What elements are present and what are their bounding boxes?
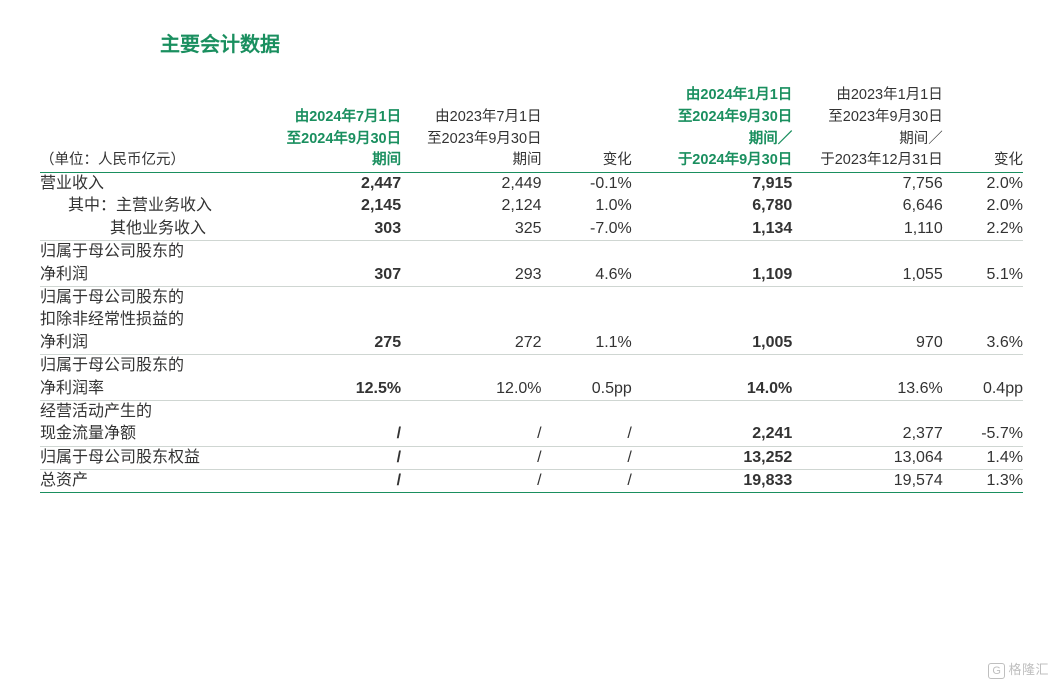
cell-q_cur: 12.5% <box>241 355 401 401</box>
cell-ytd_cur: 6,780 <box>632 195 792 217</box>
col-header-q-prev: 由2023年7月1日 至2023年9月30日 期间 <box>401 85 541 173</box>
cell-ytd_chg: 5.1% <box>943 241 1023 287</box>
row-label: 总资产 <box>40 470 241 493</box>
cell-q_chg: 4.6% <box>542 241 632 287</box>
cell-ytd_chg: 3.6% <box>943 286 1023 354</box>
cell-q_prev: 2,124 <box>401 195 541 217</box>
cell-q_prev: 325 <box>401 218 541 241</box>
cell-q_cur: 275 <box>241 286 401 354</box>
col-header-ytd-cur: 由2024年1月1日 至2024年9月30日 期间／ 于2024年9月30日 <box>632 85 792 173</box>
cell-ytd_prev: 13,064 <box>792 446 942 469</box>
cell-q_prev: 293 <box>401 241 541 287</box>
table-row: 总资产///19,83319,5741.3% <box>40 470 1023 493</box>
cell-ytd_chg: 1.3% <box>943 470 1023 493</box>
cell-ytd_cur: 7,915 <box>632 173 792 196</box>
row-label: 经营活动产生的现金流量净额 <box>40 400 241 446</box>
table-body: 营业收入2,4472,449-0.1%7,9157,7562.0%其中：主营业务… <box>40 173 1023 493</box>
cell-q_prev: 272 <box>401 286 541 354</box>
col-header-q-chg: 变化 <box>542 85 632 173</box>
cell-q_cur: 303 <box>241 218 401 241</box>
table-row: 经营活动产生的现金流量净额///2,2412,377-5.7% <box>40 400 1023 446</box>
cell-q_chg: 1.0% <box>542 195 632 217</box>
row-label: 归属于母公司股东的扣除非经常性损益的净利润 <box>40 286 241 354</box>
cell-q_prev: / <box>401 400 541 446</box>
cell-q_chg: / <box>542 470 632 493</box>
section-title: 主要会计数据 <box>160 28 1023 57</box>
cell-ytd_prev: 1,055 <box>792 241 942 287</box>
cell-q_cur: / <box>241 446 401 469</box>
cell-q_prev: 2,449 <box>401 173 541 196</box>
cell-ytd_chg: -5.7% <box>943 400 1023 446</box>
cell-q_chg: 0.5pp <box>542 355 632 401</box>
cell-q_cur: 307 <box>241 241 401 287</box>
table-row: 归属于母公司股东的扣除非经常性损益的净利润2752721.1%1,0059703… <box>40 286 1023 354</box>
cell-q_cur: 2,145 <box>241 195 401 217</box>
cell-ytd_chg: 2.0% <box>943 195 1023 217</box>
row-label: 归属于母公司股东权益 <box>40 446 241 469</box>
cell-ytd_prev: 970 <box>792 286 942 354</box>
cell-ytd_prev: 19,574 <box>792 470 942 493</box>
row-label: 营业收入 <box>40 173 241 196</box>
row-label: 归属于母公司股东的净利润 <box>40 241 241 287</box>
cell-ytd_cur: 14.0% <box>632 355 792 401</box>
cell-q_prev: / <box>401 446 541 469</box>
cell-q_cur: / <box>241 470 401 493</box>
cell-ytd_cur: 19,833 <box>632 470 792 493</box>
cell-ytd_prev: 1,110 <box>792 218 942 241</box>
table-header: （单位：人民币亿元） 由2024年7月1日 至2024年9月30日 期间 由20… <box>40 85 1023 173</box>
cell-q_prev: / <box>401 470 541 493</box>
row-label: 归属于母公司股东的净利润率 <box>40 355 241 401</box>
cell-ytd_cur: 13,252 <box>632 446 792 469</box>
table-row: 其中：主营业务收入2,1452,1241.0%6,7806,6462.0% <box>40 195 1023 217</box>
table-row: 归属于母公司股东的净利润3072934.6%1,1091,0555.1% <box>40 241 1023 287</box>
row-label: 其他业务收入 <box>40 218 241 241</box>
cell-q_cur: / <box>241 400 401 446</box>
cell-q_chg: -0.1% <box>542 173 632 196</box>
table-row: 归属于母公司股东的净利润率12.5%12.0%0.5pp14.0%13.6%0.… <box>40 355 1023 401</box>
cell-ytd_cur: 2,241 <box>632 400 792 446</box>
cell-q_chg: -7.0% <box>542 218 632 241</box>
watermark-icon: G <box>988 663 1005 679</box>
col-header-ytd-chg: 变化 <box>943 85 1023 173</box>
cell-q_cur: 2,447 <box>241 173 401 196</box>
financial-table: （单位：人民币亿元） 由2024年7月1日 至2024年9月30日 期间 由20… <box>40 85 1023 493</box>
cell-ytd_cur: 1,005 <box>632 286 792 354</box>
cell-ytd_chg: 0.4pp <box>943 355 1023 401</box>
cell-ytd_chg: 2.0% <box>943 173 1023 196</box>
table-row: 营业收入2,4472,449-0.1%7,9157,7562.0% <box>40 173 1023 196</box>
cell-ytd_prev: 13.6% <box>792 355 942 401</box>
table-row: 归属于母公司股东权益///13,25213,0641.4% <box>40 446 1023 469</box>
cell-q_chg: / <box>542 446 632 469</box>
cell-ytd_chg: 1.4% <box>943 446 1023 469</box>
cell-ytd_chg: 2.2% <box>943 218 1023 241</box>
cell-q_prev: 12.0% <box>401 355 541 401</box>
cell-ytd_cur: 1,109 <box>632 241 792 287</box>
unit-label: （单位：人民币亿元） <box>40 85 241 173</box>
watermark: G格隆汇 <box>988 659 1049 679</box>
cell-ytd_prev: 6,646 <box>792 195 942 217</box>
cell-ytd_prev: 2,377 <box>792 400 942 446</box>
table-row: 其他业务收入303325-7.0%1,1341,1102.2% <box>40 218 1023 241</box>
col-header-ytd-prev: 由2023年1月1日 至2023年9月30日 期间／ 于2023年12月31日 <box>792 85 942 173</box>
row-label: 其中：主营业务收入 <box>40 195 241 217</box>
col-header-q-cur: 由2024年7月1日 至2024年9月30日 期间 <box>241 85 401 173</box>
cell-q_chg: 1.1% <box>542 286 632 354</box>
watermark-text: 格隆汇 <box>1008 662 1049 677</box>
cell-q_chg: / <box>542 400 632 446</box>
cell-ytd_cur: 1,134 <box>632 218 792 241</box>
cell-ytd_prev: 7,756 <box>792 173 942 196</box>
